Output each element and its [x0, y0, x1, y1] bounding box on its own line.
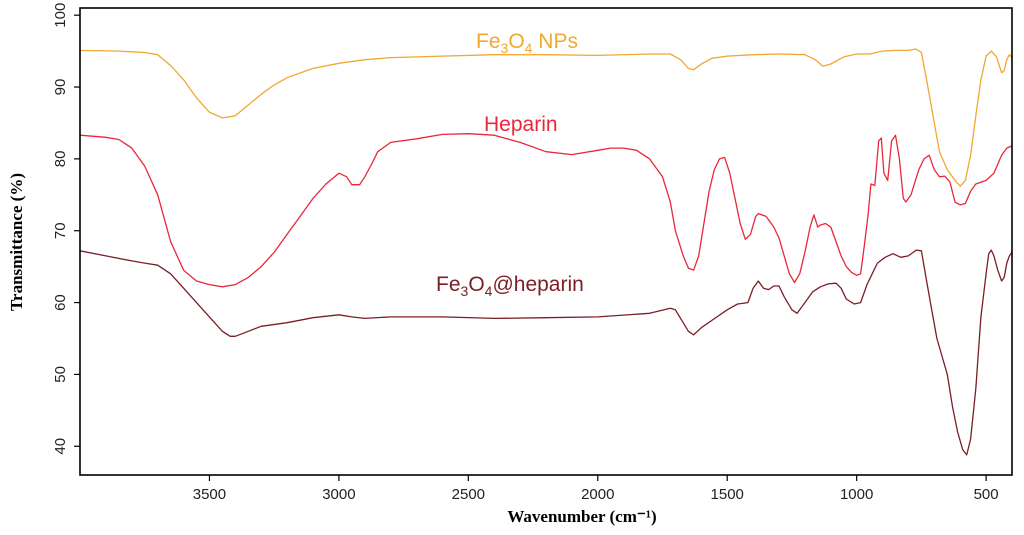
x-axis-ticks: 3500 3000 2500 2000 1500 1000 500: [193, 475, 999, 503]
series-line-1: [79, 133, 1013, 288]
y-tick-label: 100: [52, 3, 69, 28]
plot-frame: [79, 7, 1013, 476]
y-tick-label: 50: [52, 366, 69, 383]
series-label-fe3o4-nps: Fe3O4 NPs: [476, 30, 578, 56]
series-label-heparin: Heparin: [484, 113, 558, 136]
series-layer: [79, 48, 1013, 456]
x-tick-label: 3000: [322, 486, 355, 503]
y-tick-label: 80: [52, 151, 69, 168]
x-axis-label: Wavenumber (cm⁻¹): [507, 507, 656, 526]
series-line-2: [79, 249, 1013, 456]
x-tick-label: 2000: [581, 486, 614, 503]
y-tick-label: 60: [52, 294, 69, 311]
x-tick-label: 1000: [840, 486, 873, 503]
x-tick-label: 3500: [193, 486, 226, 503]
y-axis-ticks: 40 50 60 70 80 90 100: [52, 3, 80, 455]
x-tick-label: 2500: [452, 486, 485, 503]
y-tick-label: 40: [52, 438, 69, 455]
y-axis-label: Transmittance (%): [7, 173, 26, 311]
y-tick-label: 90: [52, 79, 69, 96]
y-tick-label: 70: [52, 222, 69, 239]
x-tick-label: 500: [974, 486, 999, 503]
series-label-fe3o4-heparin: Fe3O4@heparin: [436, 273, 584, 299]
x-tick-label: 1500: [711, 486, 744, 503]
series-line-0: [79, 48, 1013, 187]
